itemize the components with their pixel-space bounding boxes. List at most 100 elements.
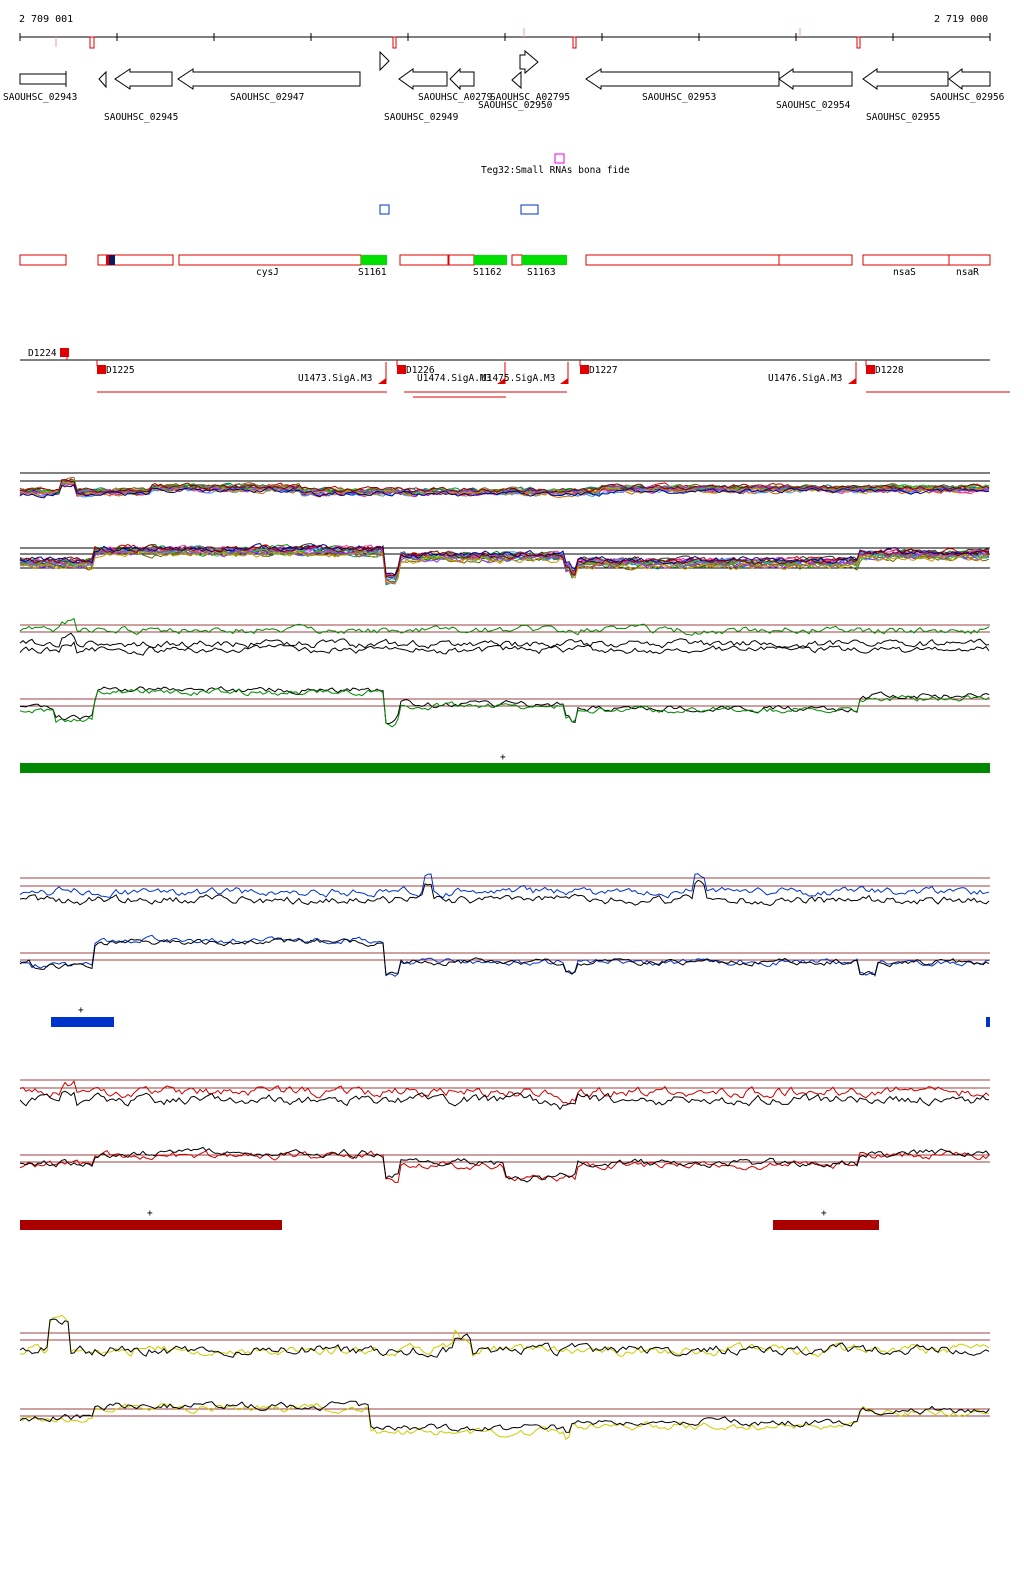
annotation-box[interactable] [399,254,449,266]
transcript-label: D1225 [106,365,135,376]
gene-arrow-A02795[interactable] [519,49,539,75]
red-signal-trace [19,1149,990,1183]
control-signal-trace [19,641,990,656]
transcript-start-marker[interactable] [866,365,875,374]
annotation-box[interactable] [948,254,991,266]
annotation-box[interactable] [97,254,174,266]
green-signal-trace [19,687,990,728]
control-signal-trace [19,1146,990,1183]
strand-plus: + [500,752,506,763]
srna-box-S1162[interactable] [474,255,507,265]
transcript-start-marker[interactable] [60,348,69,357]
gene-labels: SAOUHSC_02943 SAOUHSC_02945 SAOUHSC_0294… [3,92,1005,123]
gene-label: SAOUHSC_02943 [3,92,77,103]
gene-arrow-02945[interactable] [114,68,173,90]
coordinate-ruler [19,33,991,41]
transcript-label: U1473.SigA.M3 [298,373,372,384]
srna-box-S1163[interactable] [522,255,567,265]
yellow-signal-trace [19,1402,990,1441]
gene-track [19,49,991,91]
srna-box-S1161[interactable] [361,255,387,265]
yellow-condition-panel [19,1314,990,1441]
gene-arrow-02956[interactable] [948,67,991,91]
green-segment-bar[interactable] [20,763,990,773]
condition-signal-trace [19,479,990,494]
transcript-start-marker[interactable] [580,365,589,374]
condition-signal-trace [19,546,990,578]
promoter-arrow [560,378,568,384]
blue-signal-trace [19,934,990,977]
gene-arrow-A0279b[interactable] [449,67,475,91]
gene-label: SAOUHSC_A02795 [490,92,570,103]
red-segment-bar[interactable] [20,1220,282,1230]
transcript-label: U1474.SigA.M3 [417,373,491,384]
red-signal-trace [19,1080,990,1105]
annotation-box[interactable] [778,254,853,266]
condition-signal-trace [19,483,990,499]
expression-multi-track-panel [19,472,990,586]
annotation-box[interactable] [178,254,362,266]
gene-label: SAOUHSC_02947 [230,92,304,103]
annotation-box[interactable] [19,254,67,266]
gene-arrow-02945-small[interactable] [98,70,107,89]
transcript-label: U1476.SigA.M3 [768,373,842,384]
transcript-start-marker[interactable] [397,365,406,374]
annotation-box[interactable] [862,254,950,266]
blue-segment-bar[interactable] [51,1017,114,1027]
annotation-box[interactable] [585,254,780,266]
gene-label: SAOUHSC_02945 [104,112,178,123]
annotation-label: nsaR [956,267,979,278]
gene-arrow-02949[interactable] [379,50,390,72]
gene-arrow-A0279a[interactable] [398,68,448,90]
srna-label: Teg32:Small RNAs bona fide [481,165,630,176]
transcript-label: U1475.SigA.M3 [481,373,555,384]
srna-marker[interactable] [554,153,565,164]
gene-arrow-02954[interactable] [778,68,853,90]
annotation-box[interactable] [448,254,475,266]
annotation-box[interactable] [511,254,523,266]
strand-plus: + [147,1208,153,1219]
gene-label: SAOUHSC_02955 [866,112,940,123]
control-signal-trace [19,937,990,977]
red-segment-bar[interactable] [773,1220,879,1230]
condition-signal-trace [19,550,990,584]
srna-track: Teg32:Small RNAs bona fide [379,153,630,215]
gene-arrow-02950[interactable] [511,70,522,90]
ruler-markers [55,28,861,49]
control-signal-trace [19,1090,990,1111]
blue-feature-marker[interactable] [520,204,539,215]
gene-label: SAOUHSC_A0279 [418,92,493,103]
promoter-arrow [848,378,856,384]
start-coordinate: 2 709 001 [19,14,74,25]
annotation-label: cysJ [256,267,279,278]
blue-segment-bar[interactable] [986,1017,990,1027]
annotation-inner-block [106,255,109,265]
annotation-label: S1163 [527,267,556,278]
gene-arrow-02943[interactable] [19,71,67,87]
transcript-label: D1226 [406,365,435,376]
control-signal-trace [19,879,990,907]
condition-signal-trace [19,544,990,577]
condition-signal-trace [19,544,990,579]
gene-arrow-02955[interactable] [862,68,949,90]
blue-feature-marker[interactable] [379,204,390,215]
transcript-label: D1228 [875,365,904,376]
promoter-arrow [497,378,505,384]
gene-label: SAOUHSC_02953 [642,92,716,103]
end-coordinate: 2 719 000 [934,14,989,25]
blue-signal-trace [19,873,990,899]
condition-signal-trace [19,481,990,497]
strand-plus: + [78,1005,84,1016]
gene-arrow-02947[interactable] [177,68,361,90]
control-signal-trace [19,1318,990,1358]
annotation-label: S1162 [473,267,502,278]
transcript-start-marker[interactable] [97,365,106,374]
blue-condition-panel [19,873,990,977]
gene-arrow-02953[interactable] [585,68,780,90]
control-signal-trace [19,1400,990,1433]
condition-signal-trace [19,480,990,496]
green-condition-panel [19,617,990,728]
annotation-inner-block [106,255,115,265]
promoter-arrow [378,378,386,384]
transcript-label: D1224 [28,348,57,359]
